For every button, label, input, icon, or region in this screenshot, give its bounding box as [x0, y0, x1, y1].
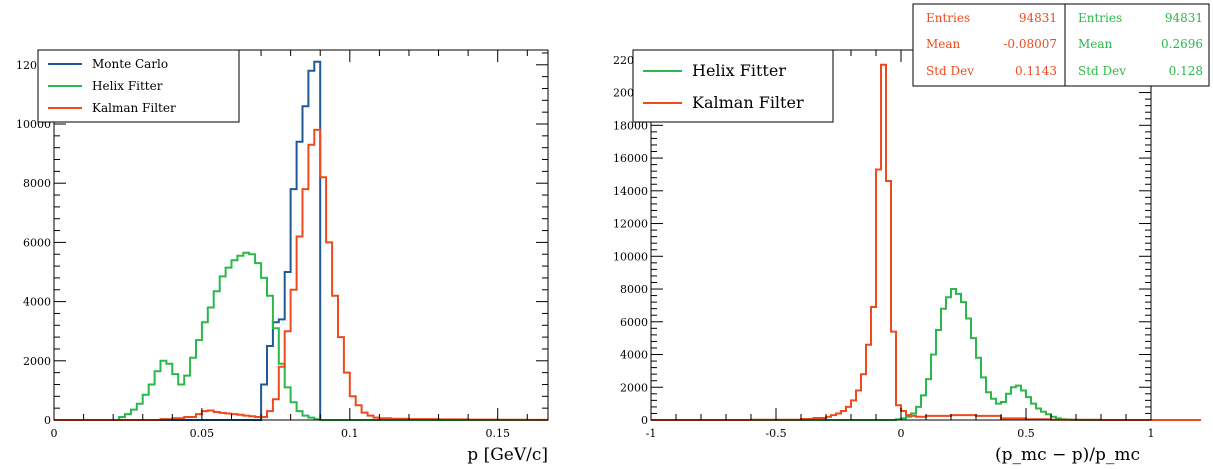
stats-kalman-std-label: Std Dev [926, 64, 974, 78]
legend-label-monte-carlo: Monte Carlo [92, 57, 168, 71]
right-x-tick-label: 0 [898, 427, 905, 440]
stats-kalman-entries-value: 94831 [1019, 11, 1057, 25]
left-x-tick-label: 0.1 [341, 427, 359, 440]
left-histogram-panel: 0 0.05 0.1 0.15020004000600080001000012000 … [16, 49, 549, 465]
left-x-tick-label: 0.15 [485, 427, 510, 440]
left-series-kalman-filter [159, 128, 540, 421]
left-x-tick-label: 0 [51, 427, 58, 440]
left-y-tick-label: 2000 [23, 355, 51, 368]
left-legend: Monte Carlo Helix Fitter Kalman Filter [37, 49, 240, 123]
right-y-tick-label: 12000 [613, 218, 648, 231]
left-y-tick-label: 0 [44, 414, 51, 427]
right-x-tick-label: 0.5 [1017, 427, 1035, 440]
right-x-axis-title: (p_mc − p)/p_mc [995, 445, 1140, 465]
stats-helix-entries-value: 94831 [1165, 11, 1203, 25]
right-y-tick-label: 0 [641, 414, 648, 427]
right-y-tick-label: 8000 [620, 283, 648, 296]
right-x-tick-label: 1 [1148, 427, 1155, 440]
legend-label-helix-fitter-right: Helix Fitter [692, 61, 786, 80]
right-ticks: -1 -0.5 0 0.5 1 0 2000 4000 6000 8000 10000 12000 14… [613, 50, 1155, 440]
stats-box-kalman: Entries 94831 Mean -0.08007 Std Dev 0.11… [912, 3, 1066, 87]
right-legend-box [632, 49, 834, 123]
stats-box-helix: Entries 94831 Mean 0.2696 Std Dev 0.128 [1064, 3, 1210, 87]
left-x-tick-label: 0.05 [190, 427, 215, 440]
left-y-tick-label: 4000 [23, 296, 51, 309]
stats-helix-std-label: Std Dev [1078, 64, 1126, 78]
left-x-axis-title: p [GeV/c] [467, 445, 548, 465]
stats-box-kalman-frame [912, 3, 1066, 87]
legend-label-kalman-filter: Kalman Filter [92, 101, 176, 115]
right-y-tick-label: 6000 [620, 316, 648, 329]
stats-helix-entries-label: Entries [1078, 11, 1122, 25]
right-legend: Helix Fitter Kalman Filter [632, 49, 834, 123]
right-y-tick-label: 18000 [613, 119, 648, 132]
left-series-monte-carlo [255, 60, 327, 421]
right-y-tick-label: 14000 [613, 185, 648, 198]
right-y-tick-label: 16000 [613, 152, 648, 165]
stats-kalman-std-value: 0.1143 [1015, 64, 1057, 78]
stats-kalman-entries-label: Entries [926, 11, 970, 25]
left-y-tick-label: 6000 [23, 236, 51, 249]
right-y-tick-label: 2000 [620, 381, 648, 394]
right-y-tick-label: 10000 [613, 250, 648, 263]
legend-label-helix-fitter: Helix Fitter [92, 79, 163, 93]
right-y-tick-label: 4000 [620, 349, 648, 362]
stats-helix-mean-value: 0.2696 [1161, 37, 1203, 51]
left-frame [53, 49, 549, 421]
right-histogram-panel: -1 -0.5 0 0.5 1 0 2000 4000 6000 8000 10000 12000 14… [613, 3, 1210, 465]
left-series-helix-fitter [113, 251, 333, 421]
stats-kalman-mean-label: Mean [926, 37, 961, 51]
legend-label-kalman-filter-right: Kalman Filter [692, 93, 804, 112]
left-y-tick-label: 8000 [23, 177, 51, 190]
stats-helix-mean-label: Mean [1078, 37, 1113, 51]
stats-helix-std-value: 0.128 [1169, 64, 1203, 78]
right-x-tick-label: -0.5 [765, 427, 786, 440]
stats-kalman-mean-value: -0.08007 [1003, 37, 1057, 51]
stats-box-helix-frame [1064, 3, 1210, 87]
right-series-helix-fitter [891, 288, 1081, 421]
right-x-tick-label: -1 [646, 427, 657, 440]
